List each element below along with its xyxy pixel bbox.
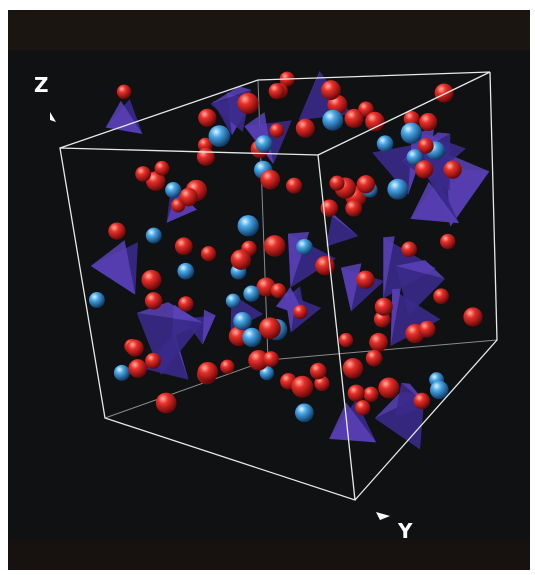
y-axis-label: Y [397, 519, 413, 543]
blue-atom [387, 179, 408, 200]
z-axis-label: Z [34, 73, 49, 97]
red-atom [433, 288, 449, 304]
red-atom [369, 333, 388, 352]
red-atom [355, 400, 370, 415]
blue-atom [242, 328, 261, 347]
red-atom [108, 222, 125, 239]
bottom-band [8, 540, 530, 570]
red-atom [260, 170, 280, 190]
red-atom [175, 237, 193, 255]
red-atom [315, 256, 334, 275]
red-atom [418, 138, 434, 154]
red-atom [291, 376, 313, 398]
blue-atom [165, 182, 181, 198]
red-atom [156, 393, 177, 414]
blue-atom [243, 286, 259, 302]
blue-atom [89, 292, 105, 308]
red-atom [259, 317, 281, 339]
red-atom [117, 85, 131, 99]
red-atom [321, 80, 341, 100]
red-atom [329, 176, 344, 191]
red-atom [443, 161, 461, 179]
red-atom [237, 93, 258, 114]
red-atom [343, 358, 363, 378]
red-atom [419, 321, 436, 338]
red-atom [269, 123, 284, 138]
red-atom [271, 283, 286, 298]
blue-atom [177, 263, 194, 280]
red-atom [145, 353, 161, 369]
red-atom [135, 166, 151, 182]
blue-atom [295, 403, 314, 422]
blue-atom [238, 215, 259, 236]
red-atom [348, 385, 365, 402]
red-atom [293, 305, 307, 319]
red-atom [339, 333, 353, 347]
blue-atom [322, 110, 343, 131]
red-atom [415, 160, 433, 178]
blue-atom [401, 123, 422, 144]
blue-atom [255, 135, 272, 152]
blue-atom [377, 135, 394, 152]
red-atom [363, 387, 378, 402]
blue-atom [209, 125, 231, 147]
red-atom [414, 393, 430, 409]
blue-atom [296, 239, 312, 255]
red-atom [198, 362, 218, 382]
red-atom [419, 113, 437, 131]
red-atom [178, 296, 193, 311]
red-atom [145, 292, 162, 309]
red-atom [357, 175, 375, 193]
simulation-render: Z Y [0, 0, 535, 575]
red-atom [264, 235, 286, 257]
red-atom [220, 360, 234, 374]
red-atom [155, 161, 170, 176]
blue-atom [114, 365, 130, 381]
red-atom [366, 350, 383, 367]
red-atom [378, 377, 399, 398]
red-atom [286, 178, 302, 194]
blue-atom [226, 294, 241, 309]
red-atom [375, 298, 393, 316]
blue-atom [233, 312, 251, 330]
red-atom [463, 307, 482, 326]
red-atom [401, 242, 417, 258]
page: Z Y (() => { const data = JSON.parse(doc… [0, 0, 535, 575]
red-atom [296, 119, 315, 138]
red-atom [198, 109, 216, 127]
red-atom [269, 83, 285, 99]
blue-atom [146, 228, 162, 244]
red-atom [440, 234, 455, 249]
red-atom [435, 84, 454, 103]
top-band [8, 10, 530, 50]
red-atom [356, 271, 374, 289]
red-atom [310, 363, 327, 380]
red-atom [128, 359, 147, 378]
red-atom [179, 188, 198, 207]
red-atom [197, 148, 215, 166]
red-atom [263, 351, 279, 367]
blue-atom [430, 381, 449, 400]
red-atom [345, 200, 362, 217]
red-atom [201, 246, 216, 261]
red-atom [365, 112, 384, 131]
red-atom [344, 109, 363, 128]
red-atom [141, 270, 161, 290]
red-atom [127, 340, 144, 357]
red-atom [231, 250, 251, 270]
